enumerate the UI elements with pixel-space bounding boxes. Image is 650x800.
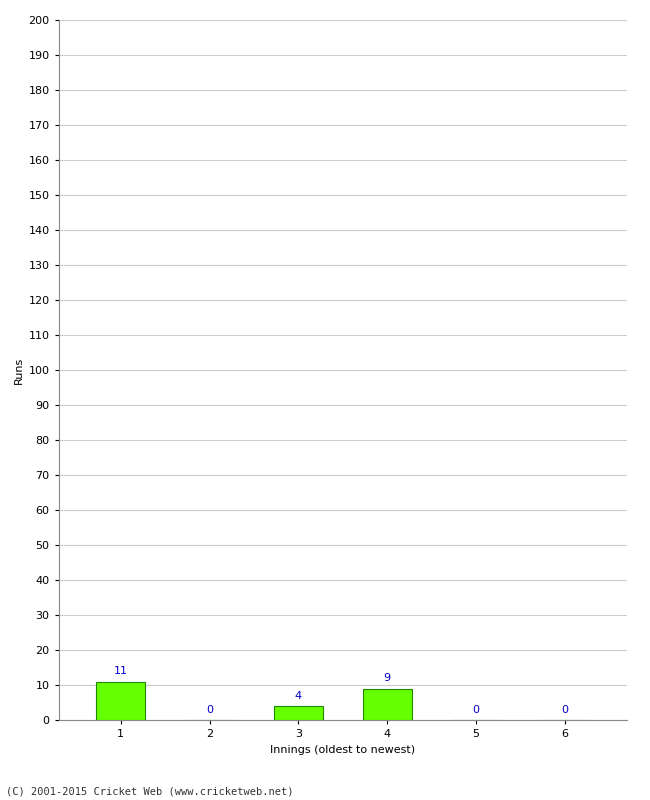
Text: 9: 9 (384, 674, 391, 683)
Bar (274, 706, 323, 720)
Bar (96, 682, 145, 720)
Text: (C) 2001-2015 Cricket Web (www.cricketweb.net): (C) 2001-2015 Cricket Web (www.cricketwe… (6, 786, 294, 796)
Text: 0: 0 (206, 705, 213, 714)
X-axis label: Innings (oldest to newest): Innings (oldest to newest) (270, 745, 415, 754)
Text: 4: 4 (295, 690, 302, 701)
Y-axis label: Runs: Runs (14, 356, 24, 384)
Text: 0: 0 (473, 705, 480, 714)
Text: 0: 0 (562, 705, 569, 714)
Text: 11: 11 (114, 666, 127, 676)
Bar (363, 689, 411, 720)
